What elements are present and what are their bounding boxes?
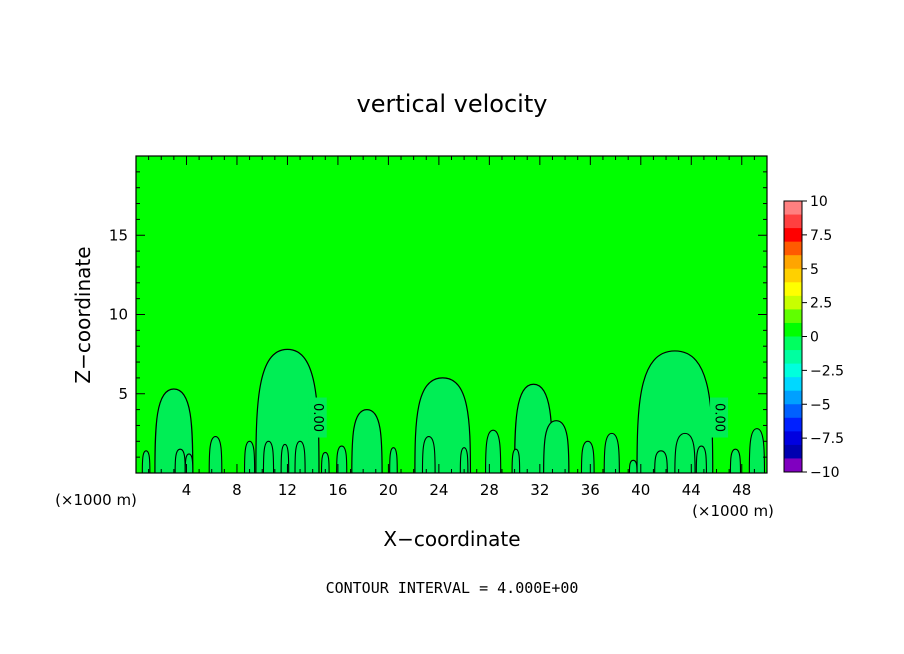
colorbar-swatch-9 <box>784 322 802 337</box>
y-axis-ticks: 5 10 15 <box>109 171 767 458</box>
y-axis-label: Z−coordinate <box>71 246 95 383</box>
x-tick-label-4: 4 <box>182 481 192 499</box>
contour-small-cell-10 <box>389 447 398 474</box>
y-tick-label-5: 5 <box>118 385 128 403</box>
x-tick-label-28: 28 <box>480 481 499 499</box>
x-tick-label-36: 36 <box>581 481 600 499</box>
colorbar-swatch-4 <box>784 255 802 270</box>
x-tick-label-44: 44 <box>682 481 701 499</box>
x-tick-label-8: 8 <box>232 481 242 499</box>
colorbar-label-4: 0 <box>810 330 819 346</box>
colorbar-swatch-2 <box>784 228 802 243</box>
x-tick-label-32: 32 <box>530 481 549 499</box>
colorbar-label-7: −7.5 <box>810 431 844 447</box>
contour-small-cell-12 <box>459 447 469 474</box>
contour-small-cell-1 <box>174 448 186 474</box>
contour-label-1: 0.00 <box>712 403 727 432</box>
x-tick-label-20: 20 <box>379 481 398 499</box>
contour-labels: 0.00 0.00 <box>308 397 729 438</box>
contour-small-cell-20 <box>695 445 707 474</box>
contour-label-bg-0 <box>308 397 327 438</box>
contour-small-cell-2 <box>184 453 194 474</box>
contour-small-cell-0 <box>141 450 151 474</box>
x-tick-label-24: 24 <box>429 481 448 499</box>
contour-small-cell-11 <box>421 435 436 474</box>
x-unit-right: (×1000 m) <box>692 502 774 520</box>
colorbar-swatch-8 <box>784 309 802 324</box>
colorbar-swatch-12 <box>784 363 802 378</box>
x-tick-label-12: 12 <box>278 481 297 499</box>
chart-title: vertical velocity <box>357 90 548 118</box>
contour-label-0: 0.00 <box>310 403 325 432</box>
contour-cell-2 <box>351 408 383 474</box>
contour-small-cell-14 <box>511 448 521 474</box>
contour-small-cell-15 <box>580 440 595 474</box>
contour-small-cell-18 <box>654 450 668 474</box>
contour-small-cell-5 <box>262 440 275 474</box>
colorbar-label-8: −10 <box>810 465 840 481</box>
contour-small-cell-7 <box>294 440 306 474</box>
colorbar-label-0: 10 <box>810 194 828 210</box>
y-tick-label-10: 10 <box>109 306 128 324</box>
contour-small-cell-4 <box>243 440 256 474</box>
colorbar-swatch-13 <box>784 377 802 392</box>
colorbar-label-3: 2.5 <box>810 296 832 312</box>
contour-interval-footer: CONTOUR INTERVAL = 4.000E+00 <box>326 579 579 597</box>
colorbar-swatch-7 <box>784 295 802 310</box>
colorbar-swatch-16 <box>784 417 802 432</box>
colorbar-swatch-14 <box>784 390 802 405</box>
colorbar-swatch-3 <box>784 241 802 256</box>
colorbar-swatch-10 <box>784 336 802 351</box>
y-tick-label-15: 15 <box>109 226 128 244</box>
contour-small-cell-6 <box>280 443 290 474</box>
contour-small-cell-8 <box>320 451 330 474</box>
x-unit-left: (×1000 m) <box>55 491 137 509</box>
contour-small-cell-19 <box>674 432 696 474</box>
contour-cell-5 <box>543 420 570 474</box>
x-axis-label: X−coordinate <box>383 527 520 551</box>
colorbar-swatch-19 <box>784 458 802 473</box>
colorbar-label-6: −5 <box>810 397 831 413</box>
contour-small-cell-9 <box>336 445 348 474</box>
x-tick-label-16: 16 <box>328 481 347 499</box>
contour-label-bg-1 <box>710 397 729 438</box>
colorbar-swatch-11 <box>784 350 802 365</box>
colorbar-label-1: 7.5 <box>810 228 832 244</box>
colorbar-swatch-1 <box>784 214 802 229</box>
colorbar-swatch-0 <box>784 201 802 216</box>
colorbar-label-2: 5 <box>810 262 819 278</box>
colorbar-swatch-17 <box>784 431 802 446</box>
colorbar-swatch-5 <box>784 268 802 283</box>
x-tick-label-40: 40 <box>631 481 650 499</box>
colorbar-swatch-18 <box>784 444 802 459</box>
contour-small-cell-3 <box>208 435 223 474</box>
contour-cells <box>141 348 766 474</box>
contour-small-cell-13 <box>485 429 502 474</box>
colorbar-swatch-6 <box>784 282 802 297</box>
contour-small-cell-22 <box>748 428 766 474</box>
contour-small-cell-16 <box>603 432 620 474</box>
colorbar-swatch-15 <box>784 404 802 419</box>
x-axis-ticks: 4 8 12 16 20 24 28 32 36 40 44 48 <box>148 156 755 499</box>
colorbar: 10 7.5 5 2.5 0 −2.5 −5 −7.5 −10 <box>783 194 844 481</box>
x-tick-label-48: 48 <box>732 481 751 499</box>
contour-small-cell-17 <box>628 459 638 474</box>
colorbar-label-5: −2.5 <box>810 363 844 379</box>
contour-small-cell-21 <box>729 448 742 474</box>
